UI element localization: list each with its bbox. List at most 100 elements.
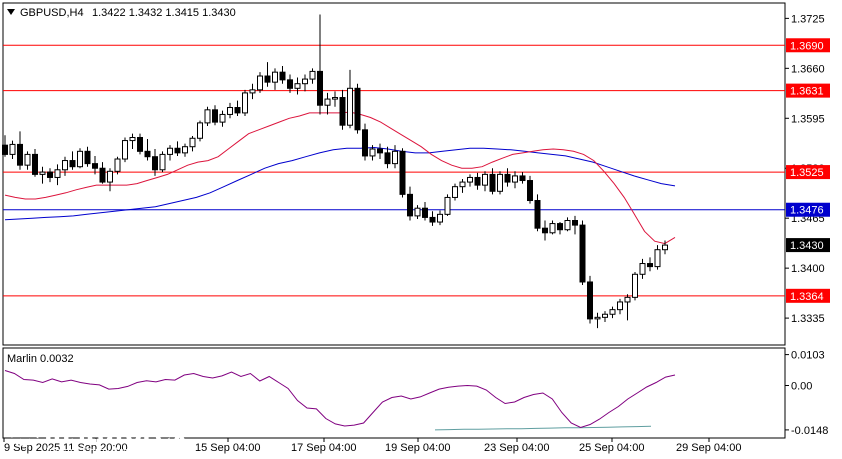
candle [317, 14, 323, 115]
time-tick-label: 19 Sep 04:00 [385, 442, 450, 454]
candle [144, 139, 151, 161]
time-tick-label: 29 Sep 04:00 [676, 442, 741, 454]
candle [339, 89, 346, 130]
candle [467, 174, 473, 187]
candle [572, 215, 578, 235]
candle-body [137, 136, 143, 152]
candle-body [174, 147, 181, 154]
candle [227, 102, 233, 119]
candle-body [212, 109, 218, 123]
candle-body [129, 136, 136, 142]
candle [279, 66, 286, 84]
candle-body [2, 144, 8, 155]
candle-body [92, 163, 98, 169]
candle-body [437, 213, 443, 223]
candle-body [324, 98, 331, 106]
candle [542, 220, 548, 241]
candle-body [234, 107, 241, 114]
main-panel-frame [2, 2, 786, 346]
current-price-tag-bg [786, 238, 830, 253]
candle [122, 137, 128, 163]
price-tick-label: 1.3335 [791, 313, 825, 325]
price-tick-label: 1.3660 [791, 63, 825, 75]
oscillator-axis: 0.0103 0.00 -0.0148 [785, 350, 828, 437]
candle-body [602, 313, 608, 318]
candle [429, 211, 436, 226]
candle [662, 240, 668, 255]
candle [459, 178, 466, 193]
candle [489, 168, 496, 195]
candle-body [489, 173, 496, 192]
candle-body [632, 273, 638, 298]
candle [212, 105, 218, 126]
level-tag-bg [786, 288, 830, 303]
candle [617, 298, 623, 315]
candle [407, 186, 413, 221]
candle [99, 162, 106, 184]
candles [2, 14, 668, 329]
candle [557, 222, 563, 235]
candle-body [369, 148, 376, 157]
candle-body [309, 70, 316, 80]
candle-body [204, 109, 211, 124]
candle-body [474, 176, 481, 186]
candle-body [654, 249, 661, 268]
candle-body [47, 171, 53, 178]
candle [287, 74, 293, 93]
candle [369, 145, 376, 161]
candle [587, 275, 593, 324]
osc-tick-label: 0.0103 [791, 350, 825, 362]
candle [242, 89, 248, 116]
time-tick-label: 11 Sep 20:00 [63, 442, 128, 454]
candle-body [504, 173, 511, 183]
candle [39, 166, 46, 184]
candle-body [624, 296, 631, 303]
candle [437, 210, 443, 226]
candle-body [377, 148, 383, 154]
candle-body [242, 92, 248, 114]
candle-body [354, 87, 361, 131]
candle-body [647, 263, 653, 268]
candle-body [227, 107, 233, 115]
time-tick-label: 25 Sep 04:00 [579, 442, 644, 454]
oscillator-lines [4, 370, 676, 431]
time-tick-label: 15 Sep 04:00 [195, 442, 260, 454]
candle-body [497, 173, 503, 192]
candle [137, 133, 143, 155]
candle-body [107, 170, 113, 183]
candle-body [62, 160, 68, 171]
candle-body [422, 207, 428, 218]
candle-body [587, 281, 593, 320]
candle-body [362, 129, 368, 157]
candle [17, 131, 23, 170]
candle [302, 74, 308, 92]
candle-body [279, 71, 286, 81]
candle [474, 172, 481, 190]
candle [2, 135, 8, 157]
level-tag-label: 1.3364 [790, 291, 824, 303]
candle-body [414, 207, 421, 217]
candle-body [572, 219, 578, 226]
price-tick-label: 1.3595 [791, 113, 825, 125]
candle-body [24, 153, 31, 166]
candle [92, 155, 98, 175]
candle-body [17, 143, 23, 166]
candle-body [84, 150, 91, 165]
candle-body [392, 150, 398, 165]
dropdown-triangle-icon[interactable] [7, 9, 15, 15]
candle [107, 168, 113, 192]
candle-body [32, 153, 38, 175]
candle [54, 164, 61, 186]
candle-body [564, 219, 571, 231]
candle-body [512, 175, 518, 183]
candle [47, 168, 53, 183]
candle-body [152, 156, 158, 171]
candle-body [54, 169, 61, 178]
candle-body [122, 140, 128, 160]
candle [347, 69, 353, 129]
candle [647, 257, 653, 272]
level-tag-label: 1.3525 [790, 167, 824, 179]
candle [392, 145, 398, 169]
instaforex-logo-icon [10, 418, 40, 448]
ma-blue-line [4, 146, 676, 221]
